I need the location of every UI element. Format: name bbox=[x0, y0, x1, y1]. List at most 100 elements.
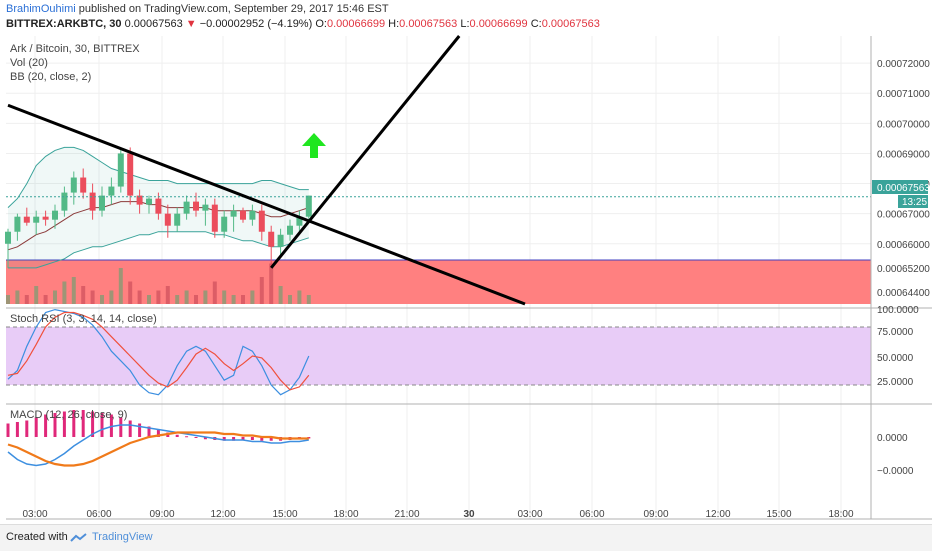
candle-body bbox=[193, 201, 199, 211]
volume-bar bbox=[128, 281, 133, 304]
price-tick: 0.00069000 bbox=[877, 149, 930, 160]
legend-main: Ark / Bitcoin, 30, BITTREX bbox=[10, 43, 140, 55]
time-tick: 21:00 bbox=[394, 509, 419, 520]
volume-bar bbox=[109, 290, 114, 304]
macd-hist-bar bbox=[138, 423, 142, 437]
macd-hist-bar bbox=[100, 413, 104, 437]
time-tick: 30 bbox=[463, 509, 475, 520]
macd-hist-bar bbox=[81, 410, 85, 437]
volume-bar bbox=[203, 290, 208, 304]
candle-body bbox=[42, 216, 49, 220]
candle-body bbox=[268, 231, 275, 247]
trendline bbox=[270, 35, 461, 269]
macd-hist-bar bbox=[194, 437, 198, 438]
candle-body bbox=[296, 216, 303, 226]
candle-body bbox=[70, 177, 77, 193]
volume-bars bbox=[6, 263, 311, 304]
volume-bar bbox=[34, 286, 39, 304]
macd-hist-bar bbox=[250, 437, 254, 440]
price-axis[interactable]: 0.00072000 0.00071000 0.00070000 0.00069000… bbox=[877, 59, 930, 299]
macd-hist-bar bbox=[62, 411, 66, 437]
price-tick: 0.00071000 bbox=[877, 89, 930, 100]
candle-body bbox=[277, 234, 284, 247]
volume-bar bbox=[62, 281, 67, 304]
macd-hist-bar bbox=[269, 437, 273, 441]
volume-bar bbox=[147, 295, 151, 304]
tradingview-link[interactable]: TradingView bbox=[92, 531, 153, 543]
symbol-label: BITTREX:ARKBTC, 30 bbox=[6, 18, 122, 30]
volume-bar bbox=[241, 295, 245, 304]
countdown-badge bbox=[898, 195, 928, 208]
legend-stoch: Stoch RSI (3, 3, 14, 14, close) bbox=[10, 313, 157, 325]
time-tick: 09:00 bbox=[643, 509, 668, 520]
bb-upper-line bbox=[7, 146, 309, 208]
macd-hist-bar bbox=[185, 436, 189, 438]
volume-bar bbox=[184, 290, 189, 304]
time-tick: 12:00 bbox=[210, 509, 235, 520]
candle-body bbox=[33, 216, 40, 223]
candle-body bbox=[89, 192, 96, 211]
volume-bar bbox=[288, 295, 292, 304]
macd-tick: −0.0000 bbox=[877, 466, 914, 477]
legend-bb: BB (20, close, 2) bbox=[10, 71, 91, 83]
candle-body bbox=[211, 204, 218, 232]
candle-body bbox=[240, 210, 246, 220]
signal-line bbox=[7, 431, 309, 467]
low-label: L: bbox=[460, 18, 470, 30]
macd-hist-bar bbox=[203, 437, 207, 440]
author-link[interactable]: BrahimOuhimi bbox=[6, 3, 76, 15]
candle-body bbox=[127, 153, 134, 196]
candle-body bbox=[249, 210, 256, 220]
macd-axis: 0.0000 −0.0000 bbox=[877, 433, 914, 477]
volume-bar bbox=[90, 290, 95, 304]
time-tick: 03:00 bbox=[517, 509, 542, 520]
macd-hist-bar bbox=[72, 410, 76, 437]
footer: Created with TradingView bbox=[0, 524, 932, 551]
time-axis[interactable]: 03:00 06:00 09:00 12:00 15:00 18:00 21:00 30 03:… bbox=[22, 509, 853, 520]
candle-body bbox=[258, 210, 265, 232]
high-label: H: bbox=[388, 18, 400, 30]
candle-body bbox=[146, 198, 152, 205]
time-tick: 06:00 bbox=[579, 509, 604, 520]
macd-hist-bar bbox=[53, 413, 57, 437]
time-tick: 09:00 bbox=[149, 509, 174, 520]
bb-lower-line bbox=[8, 231, 309, 269]
candles bbox=[5, 147, 312, 268]
volume-bar bbox=[15, 290, 20, 304]
macd-hist-bar bbox=[25, 420, 29, 437]
volume-bar bbox=[137, 290, 142, 304]
volume-bar bbox=[269, 263, 274, 304]
down-arrow-icon: ▼ bbox=[185, 18, 197, 30]
stoch-axis: 100.0000 75.0000 50.0000 25.0000 bbox=[877, 305, 919, 388]
macd-hist-bar bbox=[6, 423, 10, 437]
open-value: 0.00066699 bbox=[326, 18, 386, 30]
macd-hist-bar bbox=[260, 437, 264, 441]
candle-body bbox=[61, 192, 68, 211]
tradingview-logo-icon bbox=[70, 533, 87, 542]
candle-body bbox=[23, 216, 30, 223]
volume-bar bbox=[212, 281, 217, 304]
ohlc-line: BITTREX:ARKBTC, 30 0.00067563 ▼ −0.00002… bbox=[6, 18, 600, 30]
stoch-tick: 75.0000 bbox=[877, 327, 914, 338]
macd-hist-bar bbox=[147, 426, 151, 437]
volume-bar bbox=[297, 290, 302, 304]
volume-bar bbox=[118, 268, 123, 304]
legend-macd: MACD (12, 26, close, 9) bbox=[10, 409, 127, 421]
volume-bar bbox=[53, 290, 57, 304]
current-price-label: 0.00067563 bbox=[877, 183, 930, 194]
trendlines[interactable] bbox=[7, 35, 526, 306]
time-tick: 12:00 bbox=[705, 509, 730, 520]
volume-bar bbox=[43, 295, 48, 304]
candle-body bbox=[287, 225, 293, 235]
volume-bar bbox=[24, 295, 29, 304]
candle-body bbox=[174, 213, 181, 226]
current-price-badge bbox=[872, 180, 928, 194]
candle-body bbox=[230, 210, 237, 217]
time-tick: 15:00 bbox=[272, 509, 297, 520]
macd-hist-bar bbox=[241, 437, 245, 440]
published-text: published on TradingView.com, September … bbox=[78, 3, 389, 15]
candle-body bbox=[202, 204, 209, 211]
candle-body bbox=[108, 186, 115, 196]
macd-hist-bar bbox=[175, 434, 179, 437]
